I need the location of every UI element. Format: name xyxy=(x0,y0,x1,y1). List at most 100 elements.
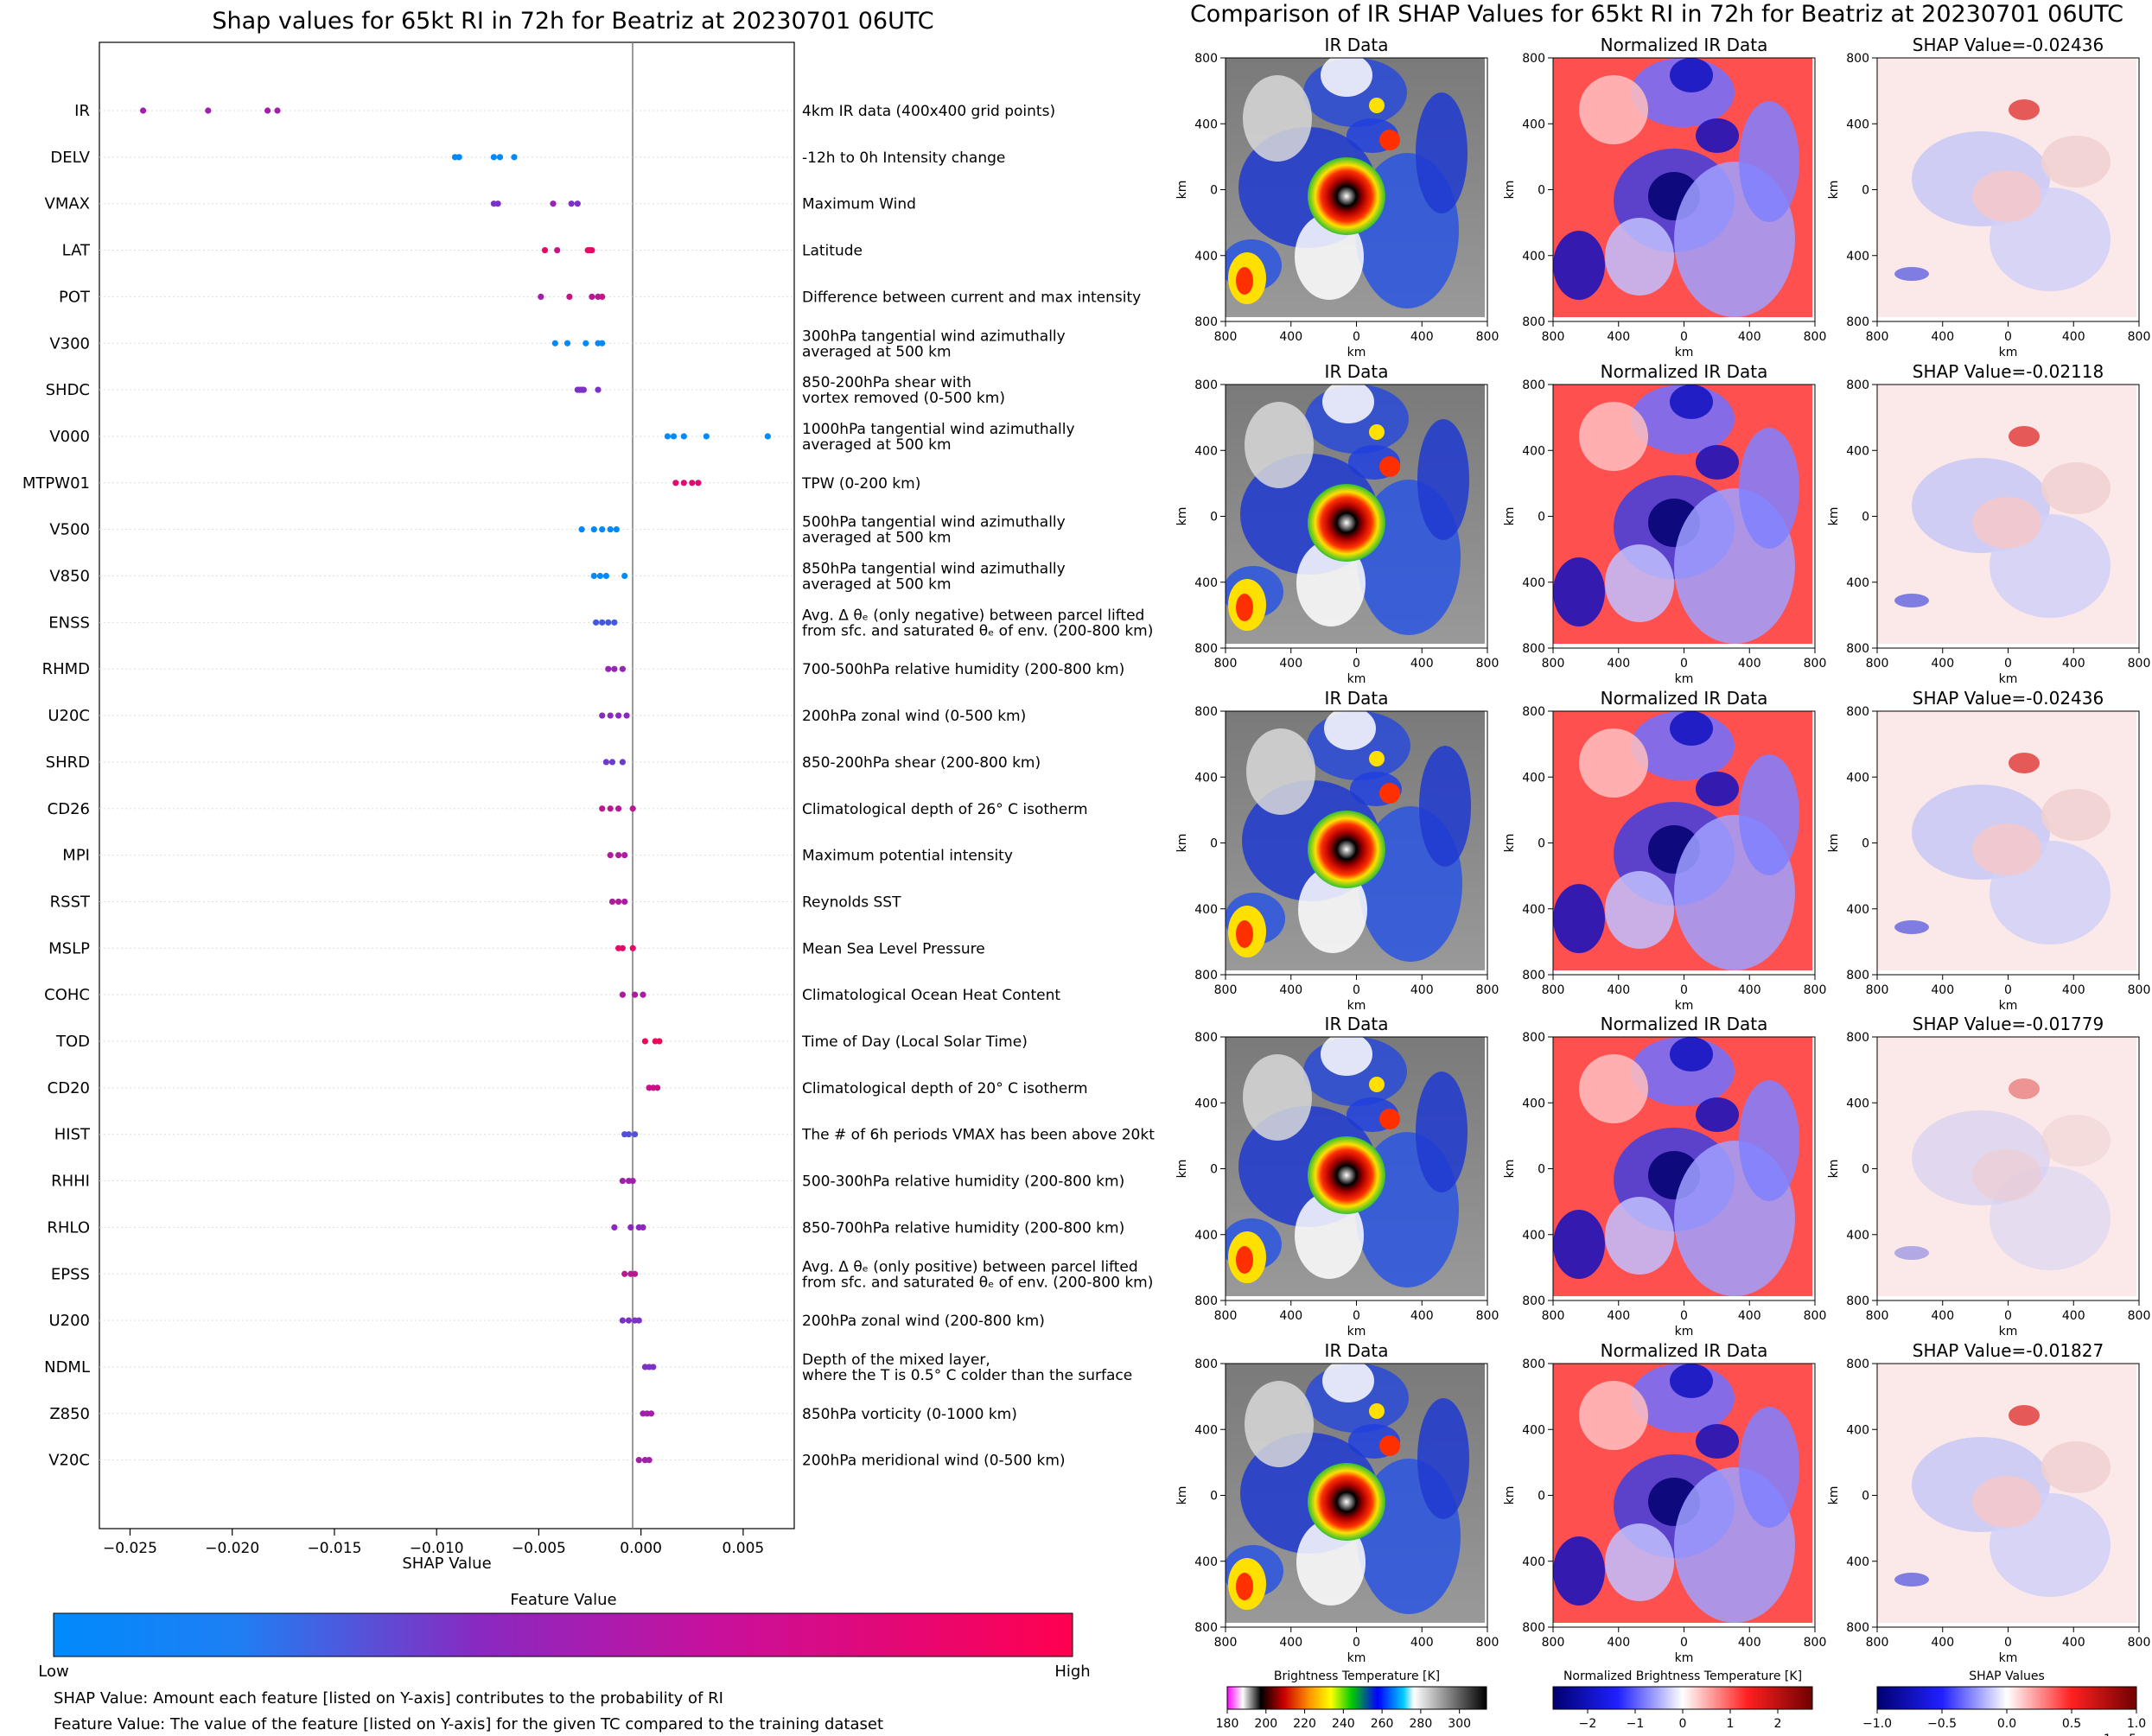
map-y-tick-label: 0 xyxy=(1538,184,1545,198)
map-y-axis-label: km xyxy=(1827,1486,1841,1505)
ir-map xyxy=(1226,1364,1485,1623)
normalized-ir-title: Normalized IR Data xyxy=(1601,688,1768,709)
map-colorbar xyxy=(1876,1686,2137,1710)
shap-point xyxy=(607,852,614,859)
storm-core xyxy=(1308,1463,1385,1541)
map-y-tick-label: 400 xyxy=(1522,1229,1545,1243)
convective-cell xyxy=(1369,1077,1385,1092)
shap-point xyxy=(654,1084,661,1091)
map-y-tick-label: 800 xyxy=(1846,1358,1869,1371)
map-x-tick-label: 800 xyxy=(1214,1309,1238,1323)
colorbar-tick-label: −0.5 xyxy=(1927,1717,1957,1731)
shap-point xyxy=(599,805,606,812)
normalized-ir-title: Normalized IR Data xyxy=(1601,35,1768,55)
cloud-blob xyxy=(1243,1054,1312,1141)
map-x-tick-label: 400 xyxy=(1410,1309,1434,1323)
map-x-tick-label: 400 xyxy=(1738,657,1761,671)
norm-blob xyxy=(1605,1523,1674,1601)
shap-beeswarm-chart: Shap values for 65kt RI in 72h for Beatr… xyxy=(22,8,1155,1733)
shap-point xyxy=(621,1270,628,1277)
map-y-tick-label: 400 xyxy=(1522,576,1545,590)
shap-point xyxy=(650,1364,657,1370)
norm-blob xyxy=(1739,1407,1799,1528)
map-x-axis-label: km xyxy=(1347,999,1366,1013)
norm-blob xyxy=(1605,1197,1674,1275)
map-x-tick-label: 800 xyxy=(1866,1309,1889,1323)
feature-desc-shrd: 850-200hPa shear (200-800 km) xyxy=(802,754,1041,772)
norm-blob xyxy=(1579,75,1648,144)
feature-label-v500: V500 xyxy=(49,521,90,539)
map-x-tick-label: 0 xyxy=(2004,330,2012,344)
map-y-tick-label: 400 xyxy=(1522,1097,1545,1110)
ir-data-title: IR Data xyxy=(1325,688,1389,709)
shap-point xyxy=(627,1224,634,1230)
norm-blob xyxy=(1553,1536,1605,1606)
map-y-tick-label: 400 xyxy=(1846,1229,1869,1243)
shap-point xyxy=(583,340,589,347)
map-x-tick-label: 400 xyxy=(1279,1636,1302,1650)
feature-desc-epss-line2: from sfc. and saturated θₑ of env. (200-… xyxy=(802,1274,1153,1291)
x-tick-label: 0.005 xyxy=(723,1540,765,1557)
map-x-axis-label: km xyxy=(1675,1325,1694,1339)
norm-blob xyxy=(1579,728,1648,798)
norm-blob xyxy=(1553,884,1605,953)
map-x-tick-label: 400 xyxy=(1931,983,1954,997)
feature-label-cd20: CD20 xyxy=(48,1079,90,1097)
feature-label-u200: U200 xyxy=(48,1312,90,1330)
shap-point xyxy=(640,991,646,998)
map-x-axis-label: km xyxy=(1675,672,1694,686)
norm-blob xyxy=(1670,1037,1713,1071)
map-x-tick-label: 400 xyxy=(1410,983,1434,997)
map-x-tick-label: 0 xyxy=(2004,1636,2012,1650)
map-y-tick-label: 800 xyxy=(1522,1294,1545,1308)
shap-point xyxy=(764,433,771,440)
shap-blob xyxy=(2041,1115,2111,1167)
map-y-tick-label: 800 xyxy=(1846,315,1869,329)
convective-cell xyxy=(1236,920,1253,948)
norm-blob xyxy=(1579,1054,1648,1123)
shap-point xyxy=(629,1177,636,1185)
normalized-ir-map xyxy=(1553,58,1812,317)
feature-desc-ir: 4km IR data (400x400 grid points) xyxy=(802,103,1055,120)
convective-cell xyxy=(1379,1109,1400,1129)
map-x-tick-label: 0 xyxy=(2004,657,2012,671)
map-x-tick-label: 800 xyxy=(2128,983,2151,997)
map-x-tick-label: 400 xyxy=(1931,657,1954,671)
map-x-tick-label: 400 xyxy=(1738,1636,1761,1650)
feature-label-enss: ENSS xyxy=(48,614,90,632)
shap-point xyxy=(615,805,622,812)
map-y-tick-label: 0 xyxy=(1538,511,1545,525)
map-y-tick-label: 0 xyxy=(1862,1490,1869,1504)
feature-label-tod: TOD xyxy=(55,1033,90,1051)
shap-point xyxy=(632,1131,639,1138)
map-x-tick-label: 800 xyxy=(2128,330,2151,344)
shap-blob xyxy=(2009,426,2040,447)
feature-desc-epss: Avg. Δ θₑ (only positive) between parcel… xyxy=(802,1258,1138,1275)
shap-blob xyxy=(1972,170,2041,222)
map-y-tick-label: 0 xyxy=(1862,511,1869,525)
map-y-tick-label: 400 xyxy=(1522,1555,1545,1569)
map-y-tick-label: 400 xyxy=(1194,250,1218,264)
feature-label-rhmd: RHMD xyxy=(42,660,90,678)
cloud-blob xyxy=(1321,1037,1372,1076)
shap-value-title: SHAP Value=-0.02436 xyxy=(1913,35,2104,55)
feature-label-v000: V000 xyxy=(49,428,90,446)
colorbar-tick-label: 180 xyxy=(1216,1717,1239,1731)
shap-blob xyxy=(1894,594,1929,607)
map-y-tick-label: 800 xyxy=(1846,642,1869,656)
shap-point xyxy=(551,340,558,347)
map-y-tick-label: 0 xyxy=(1210,837,1218,851)
map-x-tick-label: 400 xyxy=(1931,330,1954,344)
footnote-feature: Feature Value: The value of the feature … xyxy=(54,1715,883,1733)
shap-point xyxy=(578,526,585,533)
map-y-tick-label: 400 xyxy=(1846,903,1869,917)
map-y-axis-label: km xyxy=(1503,507,1517,526)
cloud-blob xyxy=(1419,746,1471,867)
map-y-tick-label: 400 xyxy=(1522,1423,1545,1437)
map-x-tick-label: 400 xyxy=(1279,983,1302,997)
shap-point xyxy=(611,619,618,626)
shap-blob xyxy=(1894,920,1929,934)
norm-blob xyxy=(1739,754,1799,875)
colorbar-tick-label: 260 xyxy=(1371,1717,1394,1731)
feature-label-z850: Z850 xyxy=(49,1405,90,1423)
